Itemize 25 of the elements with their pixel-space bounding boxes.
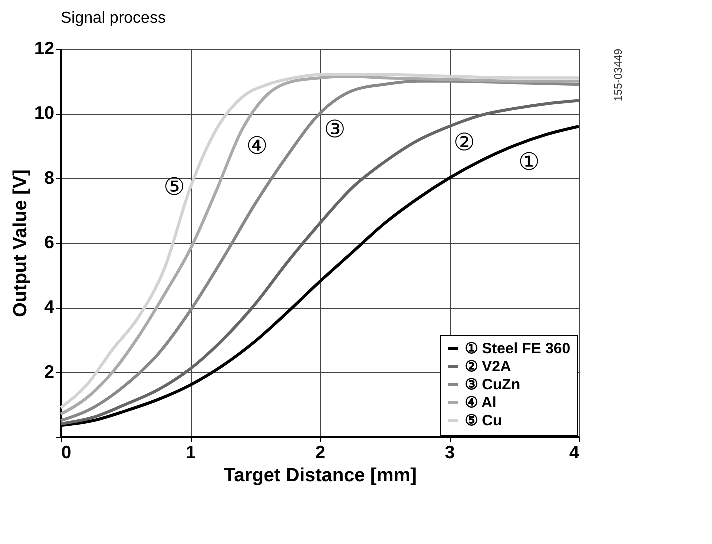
y-tick-label: 8 (44, 168, 54, 188)
x-tick-label: 1 (186, 442, 196, 462)
legend-label: ① Steel FE 360 (465, 340, 571, 358)
annotation: ⑤ (164, 173, 186, 202)
legend-label: ⑤ Cu (465, 412, 502, 430)
x-tick-label: 2 (315, 442, 326, 462)
y-tick-label: 12 (34, 38, 54, 58)
x-axis-title: Target Distance [mm] (224, 466, 417, 486)
x-tick-label: 3 (444, 442, 456, 462)
text: 155-03449 (613, 49, 625, 102)
x-tick-label: 0 (62, 442, 72, 462)
x-tick-label: 4 (569, 442, 580, 462)
legend-label: ③ CuZn (465, 376, 520, 394)
legend-label: ④ Al (465, 394, 497, 412)
annotation: ③ (324, 116, 346, 144)
chart-title: Signal process (61, 10, 166, 27)
y-tick-label: 2 (44, 362, 54, 382)
annotation: ② (454, 128, 476, 157)
y-tick-label: 6 (44, 232, 54, 252)
y-tick-label: 10 (34, 103, 54, 124)
y-tick-label: 4 (44, 297, 54, 318)
annotation: ① (518, 148, 540, 176)
annotation: ④ (246, 132, 268, 160)
legend-label: ② V2A (465, 358, 512, 376)
y-axis-title: Output Value [V] (10, 170, 32, 318)
